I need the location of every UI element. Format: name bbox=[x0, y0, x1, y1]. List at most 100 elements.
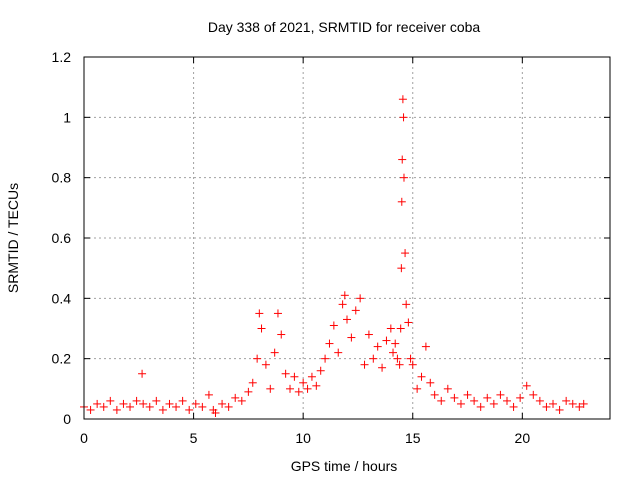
data-point bbox=[290, 372, 299, 381]
y-axis-label: SRMTID / TECUs bbox=[5, 183, 21, 293]
data-point bbox=[286, 384, 295, 393]
data-point bbox=[398, 155, 407, 164]
data-point bbox=[406, 354, 415, 363]
data-point bbox=[399, 173, 408, 182]
data-point bbox=[266, 384, 275, 393]
data-point bbox=[224, 402, 233, 411]
data-point bbox=[165, 399, 174, 408]
data-point bbox=[312, 381, 321, 390]
data-point bbox=[360, 360, 369, 369]
data-point bbox=[408, 360, 417, 369]
data-point bbox=[277, 330, 286, 339]
x-tick-label: 0 bbox=[80, 430, 88, 446]
data-point bbox=[273, 309, 282, 318]
y-tick-labels: 0 0.2 0.4 0.6 0.8 1 1.2 bbox=[52, 49, 72, 427]
axis-ticks bbox=[83, 56, 610, 420]
data-point bbox=[426, 378, 435, 387]
data-point bbox=[402, 300, 411, 309]
y-tick-label: 1 bbox=[63, 109, 71, 125]
data-point bbox=[489, 399, 498, 408]
data-point bbox=[476, 402, 485, 411]
data-point bbox=[86, 405, 95, 414]
data-point bbox=[396, 324, 405, 333]
data-point bbox=[126, 402, 135, 411]
data-point bbox=[404, 318, 413, 327]
data-point bbox=[158, 405, 167, 414]
data-point bbox=[397, 264, 406, 273]
data-point bbox=[253, 354, 262, 363]
y-tick-label: 0.8 bbox=[52, 170, 72, 186]
gridlines bbox=[84, 57, 610, 419]
data-point bbox=[529, 390, 538, 399]
data-point bbox=[575, 402, 584, 411]
x-tick-label: 15 bbox=[405, 430, 421, 446]
data-point bbox=[417, 372, 426, 381]
data-point bbox=[389, 348, 398, 357]
data-point bbox=[343, 315, 351, 324]
data-point bbox=[450, 393, 459, 402]
x-tick-label: 20 bbox=[515, 430, 531, 446]
data-point bbox=[549, 399, 558, 408]
data-point bbox=[395, 360, 404, 369]
data-point bbox=[248, 378, 257, 387]
data-point bbox=[378, 363, 387, 372]
data-point bbox=[132, 396, 141, 405]
data-point bbox=[356, 294, 365, 303]
data-point bbox=[139, 399, 148, 408]
data-point bbox=[483, 393, 492, 402]
data-point bbox=[413, 384, 422, 393]
data-point bbox=[316, 366, 325, 375]
data-point bbox=[456, 399, 465, 408]
data-point bbox=[562, 396, 571, 405]
data-point bbox=[257, 324, 266, 333]
data-point bbox=[399, 113, 408, 122]
data-point bbox=[119, 399, 128, 408]
data-point bbox=[138, 369, 147, 378]
data-point bbox=[152, 396, 161, 405]
data-point bbox=[270, 348, 279, 357]
data-point bbox=[393, 354, 402, 363]
data-point bbox=[421, 342, 430, 351]
data-point bbox=[299, 378, 308, 387]
data-point bbox=[347, 333, 356, 342]
data-point bbox=[321, 354, 330, 363]
data-point bbox=[281, 369, 290, 378]
data-point bbox=[542, 402, 551, 411]
chart-title: Day 338 of 2021, SRMTID for receiver cob… bbox=[208, 19, 481, 35]
data-point bbox=[93, 399, 102, 408]
data-point bbox=[237, 396, 246, 405]
data-point bbox=[231, 393, 240, 402]
x-tick-label: 10 bbox=[295, 430, 311, 446]
data-point bbox=[244, 387, 253, 396]
data-point bbox=[340, 291, 349, 300]
x-tick-label: 5 bbox=[190, 430, 198, 446]
data-point bbox=[303, 384, 312, 393]
data-point bbox=[386, 324, 395, 333]
data-point bbox=[463, 390, 472, 399]
data-point bbox=[430, 390, 439, 399]
data-point bbox=[401, 249, 410, 258]
data-point bbox=[351, 306, 360, 315]
data-point bbox=[382, 336, 391, 345]
data-point bbox=[218, 399, 227, 408]
data-point bbox=[191, 399, 200, 408]
data-point bbox=[307, 372, 316, 381]
data-point bbox=[555, 405, 564, 414]
data-point bbox=[106, 396, 115, 405]
data-point bbox=[535, 396, 544, 405]
data-point bbox=[112, 405, 121, 414]
data-point bbox=[369, 354, 378, 363]
scatter-points bbox=[80, 95, 588, 417]
data-point bbox=[502, 396, 511, 405]
data-point bbox=[204, 390, 213, 399]
data-point bbox=[185, 405, 194, 414]
data-point bbox=[145, 402, 154, 411]
y-tick-label: 0.6 bbox=[52, 230, 72, 246]
data-point bbox=[443, 384, 452, 393]
data-point bbox=[261, 360, 270, 369]
plot-frame bbox=[83, 56, 611, 420]
y-tick-label: 0 bbox=[63, 411, 71, 427]
data-point bbox=[255, 309, 264, 318]
data-point bbox=[391, 339, 400, 348]
data-point bbox=[198, 402, 207, 411]
